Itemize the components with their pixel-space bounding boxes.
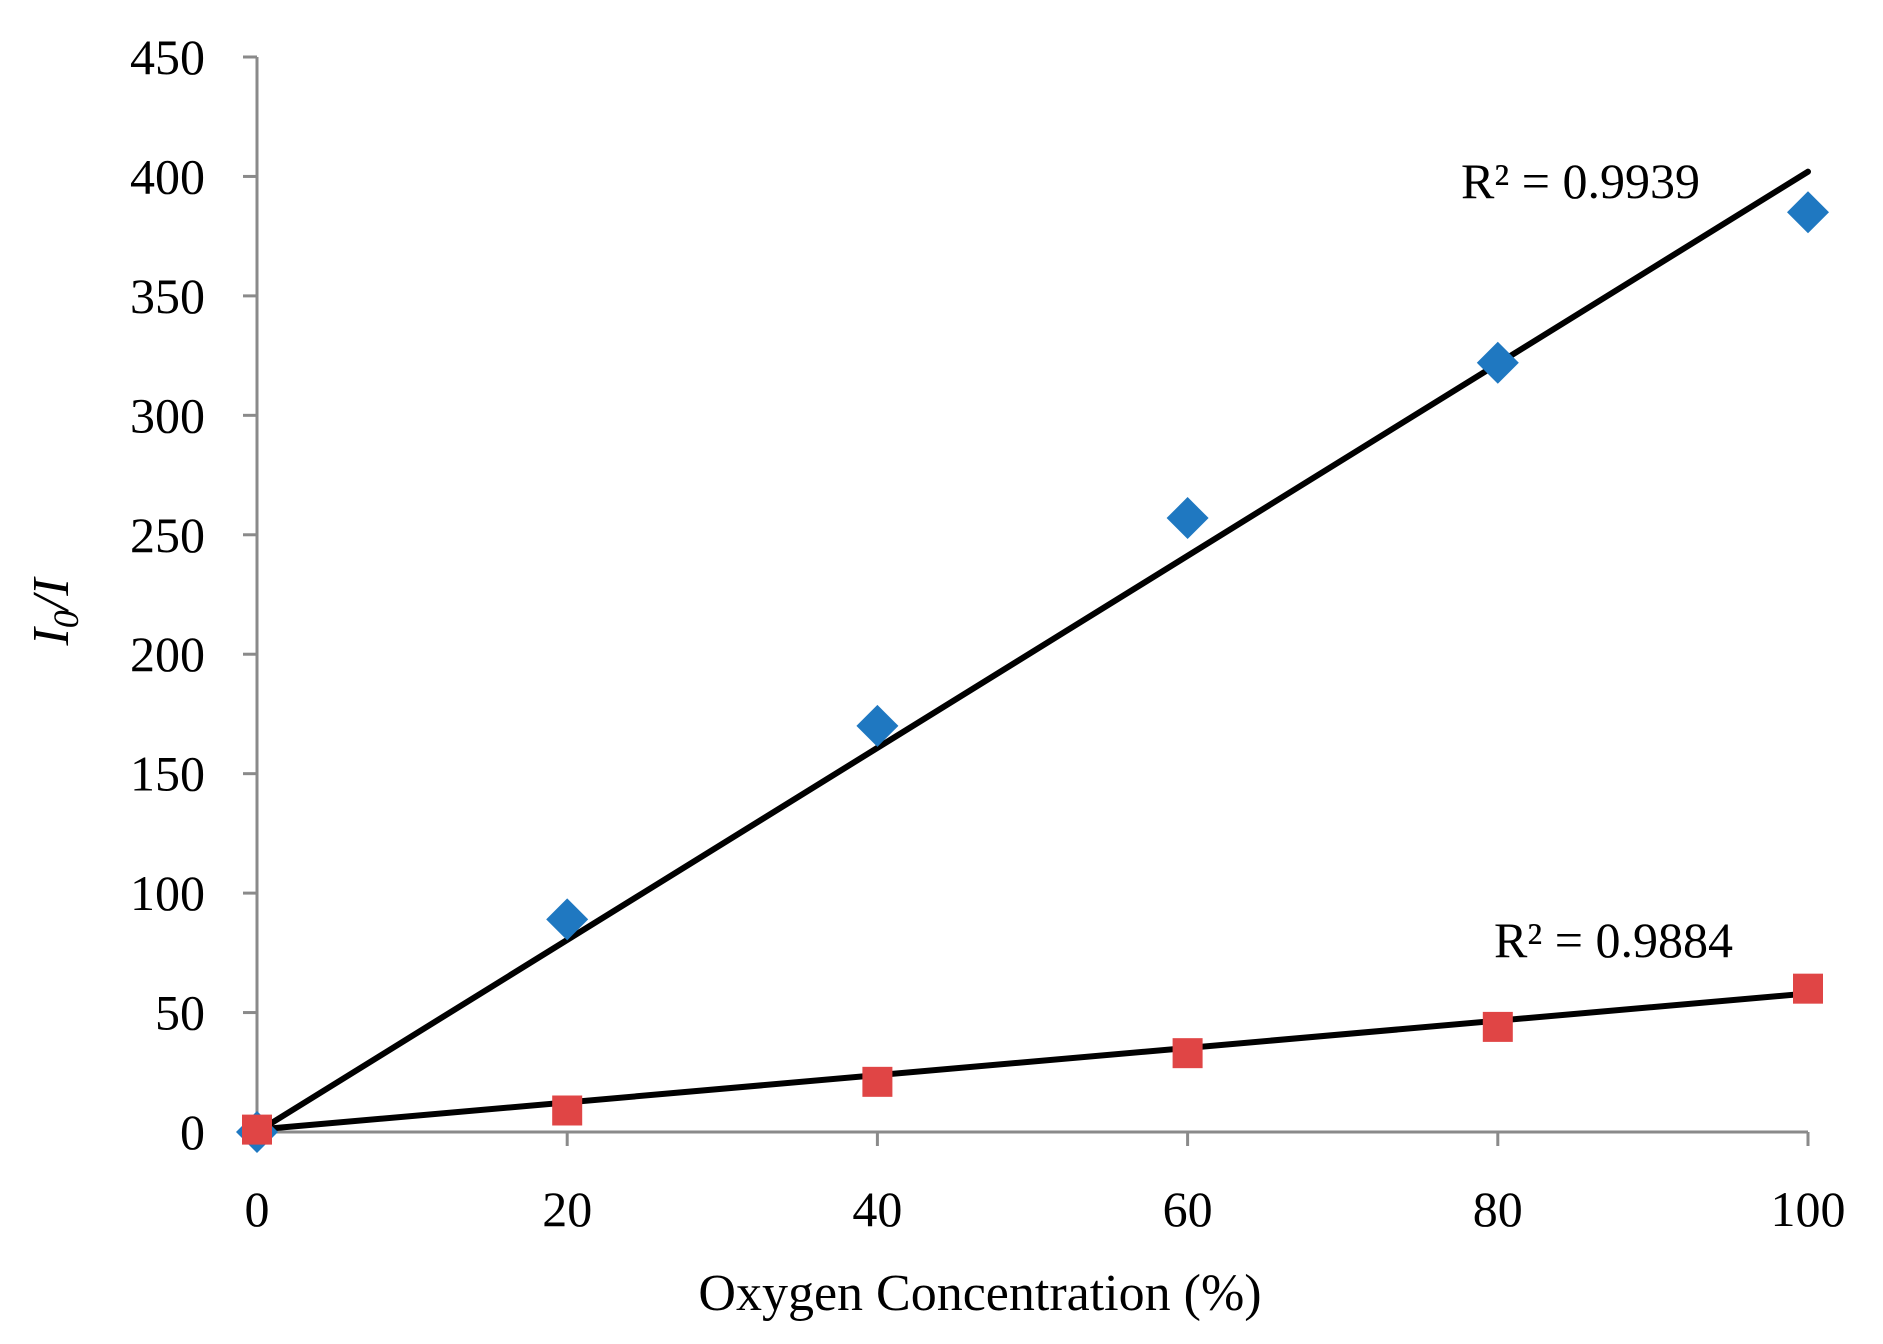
series-1-point xyxy=(1166,497,1209,540)
y-tick-label: 400 xyxy=(130,148,205,204)
series-2-point xyxy=(242,1114,272,1145)
y-tick-label: 450 xyxy=(130,29,205,85)
series-2-point xyxy=(862,1066,893,1097)
trendline-2 xyxy=(254,990,1811,1133)
y-tick-label: 50 xyxy=(155,985,205,1041)
x-tick-label: 60 xyxy=(1163,1181,1213,1237)
data-points xyxy=(236,191,1829,1153)
y-tick-label: 200 xyxy=(130,626,205,682)
series-2-point xyxy=(1793,973,1823,1004)
y-axis-ticks: 0 50 100 150 200 250 300 350 400 450 xyxy=(130,29,257,1160)
y-tick-label: 300 xyxy=(130,387,205,443)
axes xyxy=(255,57,1808,1134)
r2-label-2: R² = 0.9884 xyxy=(1494,912,1733,968)
trendline-1 xyxy=(254,168,1811,1135)
y-axis-title-main: I xyxy=(23,626,80,647)
y-axis-title: I0/I xyxy=(23,576,86,647)
trendlines xyxy=(254,168,1811,1135)
x-tick-label: 40 xyxy=(852,1181,902,1237)
y-tick-label: 0 xyxy=(180,1104,205,1160)
x-tick-label: 20 xyxy=(542,1181,592,1237)
x-axis-ticks: 0 20 40 60 80 100 xyxy=(245,1132,1846,1237)
series-1-point xyxy=(1787,191,1829,234)
y-tick-label: 100 xyxy=(130,865,205,921)
y-tick-label: 150 xyxy=(130,746,205,802)
x-axis-title: Oxygen Concentration (%) xyxy=(698,1265,1261,1322)
y-axis-title-suffix: /I xyxy=(23,576,80,613)
x-tick-label: 80 xyxy=(1473,1181,1523,1237)
series-1-point xyxy=(1476,341,1519,384)
y-axis-title-subscript: 0 xyxy=(46,610,86,628)
y-tick-label: 350 xyxy=(130,268,205,324)
r2-label-1: R² = 0.9939 xyxy=(1461,153,1700,209)
series-2-point xyxy=(1482,1011,1513,1042)
y-tick-label: 250 xyxy=(130,507,205,563)
r2-labels: R² = 0.9939 R² = 0.9884 xyxy=(1461,153,1733,968)
x-tick-label: 100 xyxy=(1771,1181,1846,1237)
series-1-point xyxy=(546,898,589,941)
series-2-point xyxy=(552,1095,583,1126)
series-1-point xyxy=(856,704,899,747)
series-2-point xyxy=(1172,1038,1203,1069)
x-tick-label: 0 xyxy=(245,1181,270,1237)
